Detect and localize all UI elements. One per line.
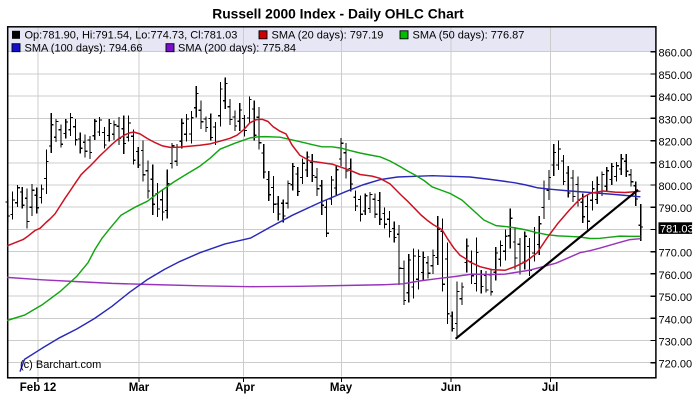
svg-text:850.00: 850.00 — [659, 70, 693, 82]
svg-text:720.00: 720.00 — [659, 359, 693, 371]
svg-text:790.00: 790.00 — [659, 203, 693, 215]
svg-text:(c) Barchart.com: (c) Barchart.com — [20, 359, 101, 371]
svg-text:Russell 2000 Index - Daily OHL: Russell 2000 Index - Daily OHLC Chart — [212, 7, 464, 22]
svg-text:730.00: 730.00 — [659, 337, 693, 349]
svg-text:Jul: Jul — [542, 382, 559, 394]
svg-text:820.00: 820.00 — [659, 137, 693, 149]
svg-text:800.00: 800.00 — [659, 181, 693, 193]
svg-text:860.00: 860.00 — [659, 48, 693, 60]
svg-text:SMA (50 days): 776.87: SMA (50 days): 776.87 — [413, 30, 525, 42]
svg-text:SMA (200 days): 775.84: SMA (200 days): 775.84 — [178, 42, 296, 54]
svg-text:770.00: 770.00 — [659, 248, 693, 260]
svg-text:740.00: 740.00 — [659, 314, 693, 326]
svg-text:760.00: 760.00 — [659, 270, 693, 282]
svg-text:May: May — [330, 382, 353, 394]
svg-text:750.00: 750.00 — [659, 292, 693, 304]
svg-text:Op:781.90, Hi:791.54, Lo:774.7: Op:781.90, Hi:791.54, Lo:774.73, Cl:781.… — [25, 30, 238, 42]
svg-text:781.03: 781.03 — [660, 223, 694, 235]
svg-text:Mar: Mar — [129, 382, 150, 394]
svg-text:840.00: 840.00 — [659, 92, 693, 104]
svg-text:Jun: Jun — [441, 382, 461, 394]
svg-text:SMA (20 days): 797.19: SMA (20 days): 797.19 — [272, 30, 384, 42]
svg-text:830.00: 830.00 — [659, 114, 693, 126]
svg-text:SMA (100 days): 794.66: SMA (100 days): 794.66 — [25, 42, 143, 54]
svg-text:810.00: 810.00 — [659, 159, 693, 171]
svg-text:Feb 12: Feb 12 — [20, 382, 56, 394]
svg-text:Apr: Apr — [235, 382, 255, 394]
